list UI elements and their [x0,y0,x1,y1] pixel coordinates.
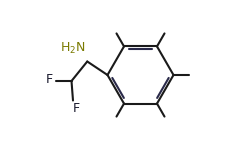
Text: F: F [73,102,80,115]
Text: F: F [46,73,53,86]
Text: H$_2$N: H$_2$N [60,40,85,56]
